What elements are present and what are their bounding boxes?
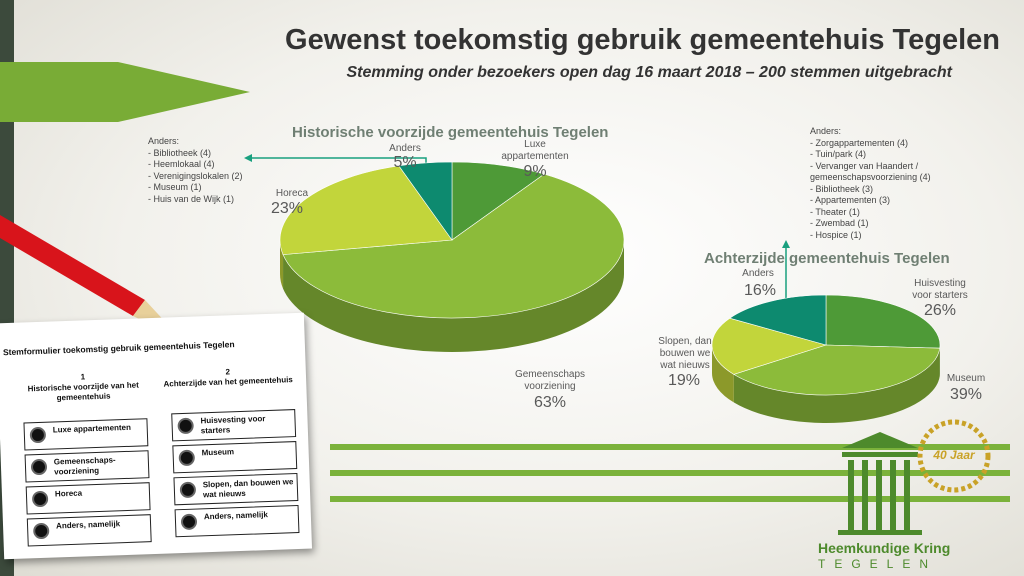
- anders-item: Zwembad (1): [810, 218, 1010, 230]
- anders-item: Bibliotheek (3): [810, 184, 1010, 196]
- chart1-anders-items: Bibliotheek (4)Heemlokaal (4)Verenigings…: [148, 148, 243, 206]
- chart2-slice-huisvesting-voor-starters: [825, 294, 941, 349]
- slide-subtitle: Stemming onder bezoekers open dag 16 maa…: [346, 64, 952, 81]
- form-option-label: Anders, namelijk: [55, 519, 121, 531]
- logo-building-icon: [838, 432, 922, 535]
- radio-circle-icon: [180, 513, 198, 531]
- chart2-anders-items: Zorgappartementen (4)Tuin/park (4)Vervan…: [810, 138, 1010, 242]
- chart1-slice-anders: [398, 161, 453, 241]
- chart1-side-gemeenschapsvoorziening: [283, 240, 624, 353]
- chart2-label-museum: Museum: [946, 373, 986, 384]
- chart1-pct-gemeenschap: 63%: [533, 394, 567, 411]
- chart2-side-slopen-dan-bouwen-we-wat-nieuws: [712, 345, 734, 403]
- anders-item: Verenigingslokalen (2): [148, 171, 243, 183]
- voting-form-image: Stemformulier toekomstig gebruik gemeent…: [0, 312, 313, 560]
- anders-item: Museum (1): [148, 182, 243, 194]
- anders-item: Vervanger van Haandert / gemeenschapsvoo…: [810, 161, 1010, 184]
- radio-circle-icon: [32, 522, 50, 540]
- form-option-label: Gemeenschaps-voorziening: [53, 455, 116, 477]
- radio-circle-icon: [30, 458, 48, 476]
- chart2-slice-museum: [733, 344, 941, 396]
- chart2-anders-heading: Anders:: [810, 126, 842, 136]
- chart2-pct-huisvesting: 26%: [923, 302, 957, 319]
- form-option-label: Museum: [201, 447, 235, 458]
- chart2-title: Achterzijde gemeentehuis Tegelen: [704, 250, 950, 267]
- form-option-label: Slopen, dan bouwen we wat nieuws: [202, 477, 294, 500]
- radio-circle-icon: [177, 417, 194, 435]
- chart1-pct-luxe: 9%: [523, 163, 547, 180]
- chart1-slice-horeca: [279, 165, 453, 255]
- chart1-title: Historische voorzijde gemeentehuis Tegel…: [292, 124, 609, 141]
- form-option-label: Luxe appartementen: [52, 422, 132, 435]
- radio-circle-icon: [29, 426, 47, 444]
- form-option-label: Anders, namelijk: [203, 510, 268, 522]
- chart1-slice-luxe-appartementen: [451, 161, 545, 241]
- form-option-col2: Anders, namelijk: [174, 504, 300, 538]
- chart1-label-anders: Anders: [389, 143, 421, 154]
- chart1-anders-heading: Anders:: [148, 136, 180, 146]
- anders-item: Zorgappartementen (4): [810, 138, 1010, 150]
- anders-arrow-1-head: [244, 154, 252, 162]
- chart2-side-museum: [733, 348, 940, 423]
- radio-circle-icon: [31, 490, 49, 508]
- anders-arrow-2-head: [782, 240, 790, 248]
- chart1-pct-anders: 5%: [393, 154, 417, 171]
- form-option-col2: Huisvesting voor starters: [171, 409, 297, 442]
- chart1-slice-gemeenschapsvoorziening: [282, 173, 625, 319]
- anders-item: Hospice (1): [810, 230, 1010, 242]
- anniversary-wreath-icon: [917, 419, 991, 493]
- form-option-label: Horeca: [54, 488, 83, 499]
- form-col1-header: 1 Historische voorzijde van het gemeente…: [18, 370, 149, 405]
- logo-name: Heemkundige Kring: [818, 540, 951, 556]
- green-arrow-tip: [118, 62, 250, 122]
- anders-item: Tuin/park (4): [810, 149, 1010, 161]
- decorative-stripes: [330, 444, 1010, 502]
- anders-item: Huis van de Wijk (1): [148, 194, 243, 206]
- chart1-label-horeca: Horeca: [275, 188, 309, 199]
- form-option-col1: Horeca: [25, 482, 151, 515]
- anders-item: Theater (1): [810, 207, 1010, 219]
- anniversary-badge-text: 40 Jaar: [933, 448, 975, 462]
- form-option-col2: Museum: [172, 441, 298, 474]
- form-col1-title: Historische voorzijde van het gemeentehu…: [27, 380, 139, 403]
- chart2-anders-list: Anders: Zorgappartementen (4)Tuin/park (…: [810, 126, 1010, 241]
- anders-item: Appartementen (3): [810, 195, 1010, 207]
- form-option-col1: Luxe appartementen: [23, 418, 149, 451]
- chart1-label-luxe: Luxe appartementen: [501, 139, 569, 162]
- form-option-col2: Slopen, dan bouwen we wat nieuws: [173, 473, 299, 506]
- chart2-label-slopen: Slopen, dan bouwen we wat nieuws: [658, 336, 712, 371]
- chart2-pct-slopen: 19%: [667, 372, 701, 389]
- anders-item: Heemlokaal (4): [148, 159, 243, 171]
- form-option-label: Huisvesting voor starters: [200, 414, 266, 436]
- chart2-label-huisvesting: Huisvesting voor starters: [912, 278, 968, 301]
- logo-city: TEGELEN: [818, 557, 938, 571]
- chart1-anders-list: Anders: Bibliotheek (4)Heemlokaal (4)Ver…: [148, 136, 243, 205]
- form-heading: Stemformulier toekomstig gebruik gemeent…: [2, 339, 235, 358]
- radio-circle-icon: [179, 481, 197, 499]
- anders-item: Bibliotheek (4): [148, 148, 243, 160]
- chart2-label-anders: Anders: [742, 268, 774, 279]
- radio-circle-icon: [178, 449, 196, 467]
- form-option-col1: Anders, namelijk: [26, 514, 152, 547]
- chart2-slice-anders: [729, 294, 827, 346]
- chart2-pct-museum: 39%: [949, 386, 983, 403]
- form-col2-header: 2 Achterzijde van het gemeentehuis: [163, 365, 294, 390]
- chart2-slice-slopen-dan-bouwen-we-wat-nieuws: [711, 317, 828, 375]
- chart1-pct-horeca: 23%: [270, 200, 304, 217]
- chart2-pct-anders: 16%: [743, 282, 777, 299]
- form-option-col1: Gemeenschaps-voorziening: [24, 450, 150, 483]
- chart1-label-gemeenschap: Gemeenschaps voorziening: [514, 369, 586, 392]
- slide-title: Gewenst toekomstig gebruik gemeentehuis …: [285, 24, 1000, 56]
- green-arrow-tab: [0, 62, 118, 122]
- chart1-side-horeca: [280, 240, 284, 289]
